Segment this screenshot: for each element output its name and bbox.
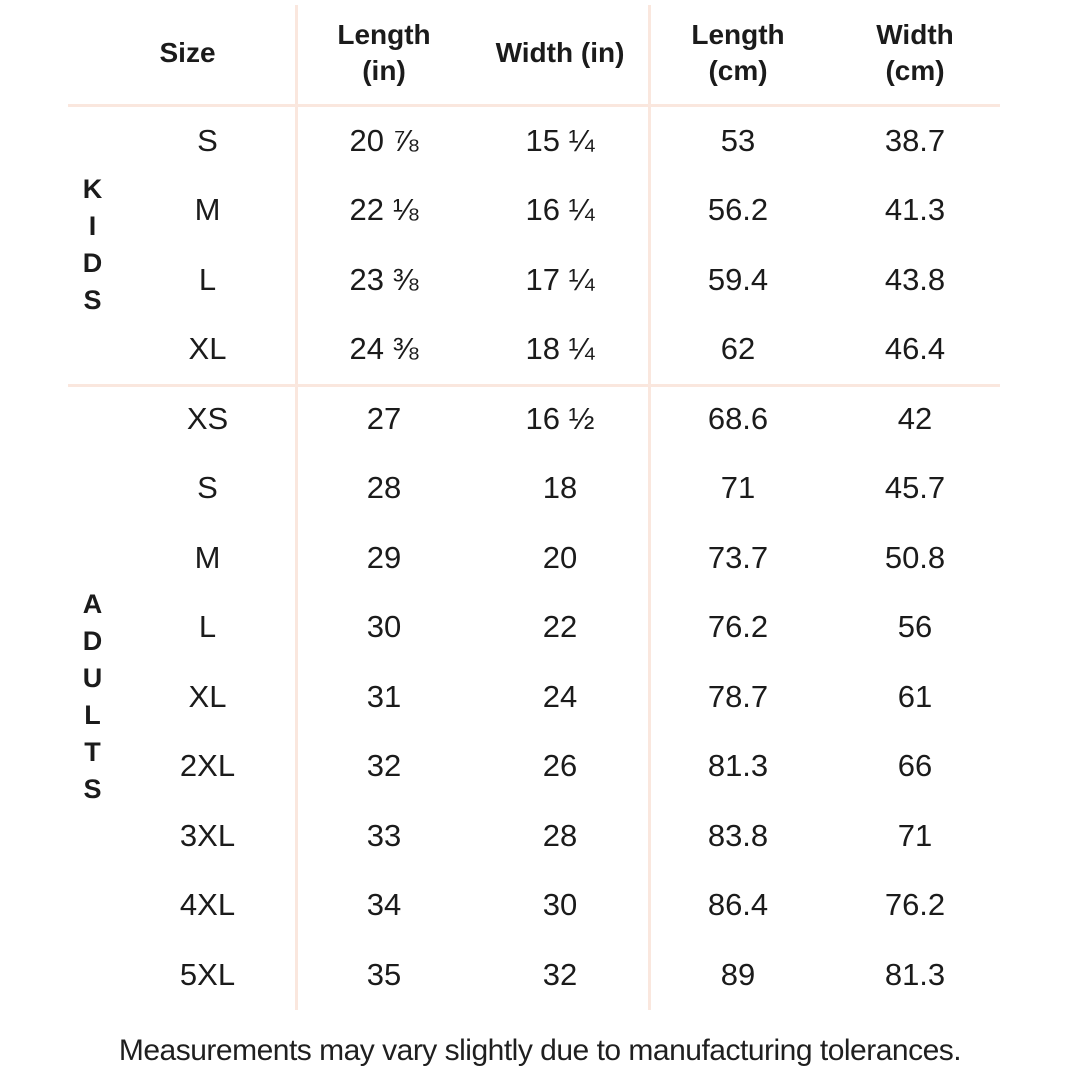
width-cm-cell: 43.8 [884, 261, 946, 297]
length-cm-cell: 53 [720, 122, 756, 158]
width-cm-cell: 42 [897, 400, 933, 436]
length-in-cell: 34 [366, 887, 402, 923]
group-letter: S [83, 285, 102, 315]
group-letter: S [83, 773, 102, 804]
group-letter: T [84, 736, 101, 767]
header-group-spacer [60, 0, 125, 106]
header-width-in: Width (in) [478, 0, 642, 106]
width-cm-cell: 66 [897, 748, 933, 784]
length-in-cell: 35 [366, 956, 402, 992]
column-divider-left [295, 5, 298, 1010]
header-length-cm: Length (cm) [642, 0, 834, 106]
length-cm-cell: 76.2 [707, 609, 769, 645]
width-in-cell: 18 ¼ [525, 331, 595, 367]
length-in-cell: 22 ⅛ [349, 192, 419, 228]
length-cm-cell: 62 [720, 331, 756, 367]
group-letter: D [82, 248, 103, 278]
width-cm-cell: 38.7 [884, 122, 946, 158]
size-cell: M [194, 539, 221, 575]
length-cm-cell: 81.3 [707, 748, 769, 784]
header-width-cm: Width (cm) [834, 0, 996, 106]
length-in-cell: 24 ⅜ [349, 331, 419, 367]
size-table: Size Length (in) Width (in) Length (cm) … [60, 0, 996, 1010]
length-in-cell: 20 ⅞ [349, 122, 419, 158]
group-letter: L [84, 699, 101, 730]
kids-adults-divider [68, 384, 1000, 387]
length-cm-cell: 73.7 [707, 539, 769, 575]
length-in-cell: 27 [366, 400, 402, 436]
group-letter: D [82, 625, 103, 656]
size-cell: 4XL [179, 887, 236, 923]
width-cm-cell: 41.3 [884, 192, 946, 228]
length-in-cell: 33 [366, 817, 402, 853]
size-cell: 5XL [179, 956, 236, 992]
group-letter: I [88, 211, 97, 241]
size-cell: XS [186, 400, 229, 436]
length-cm-cell: 86.4 [707, 887, 769, 923]
group-letter: U [82, 662, 103, 693]
size-cell: 3XL [179, 817, 236, 853]
header-size: Size [125, 0, 290, 106]
width-cm-cell: 45.7 [884, 470, 946, 506]
size-cell: XL [188, 331, 227, 367]
width-cm-cell: 56 [897, 609, 933, 645]
length-cm-cell: 59.4 [707, 261, 769, 297]
width-in-cell: 15 ¼ [525, 122, 595, 158]
header-divider [68, 104, 1000, 107]
size-cell: L [198, 261, 217, 297]
width-cm-cell: 71 [897, 817, 933, 853]
header-length-cm-line1: Length [691, 19, 785, 50]
tolerance-note: Measurements may vary slightly due to ma… [118, 1034, 962, 1067]
size-cell: L [198, 609, 217, 645]
length-cm-cell: 78.7 [707, 678, 769, 714]
header-length-in-line1: Length [337, 19, 431, 50]
width-cm-cell: 50.8 [884, 539, 946, 575]
length-in-cell: 30 [366, 609, 402, 645]
width-in-cell: 26 [542, 748, 578, 784]
size-cell: S [197, 470, 218, 506]
group-label-adults: A D U L T S [60, 384, 125, 1010]
length-in-cell: 29 [366, 539, 402, 575]
width-in-cell: 24 [542, 678, 578, 714]
header-length-in-line2: (in) [362, 55, 406, 86]
header-size-line: Size [159, 37, 216, 68]
width-in-cell: 22 [542, 609, 578, 645]
width-cm-cell: 81.3 [884, 956, 946, 992]
width-in-cell: 16 ¼ [525, 192, 595, 228]
column-divider-right [648, 5, 651, 1010]
width-in-cell: 32 [542, 956, 578, 992]
size-cell: M [194, 192, 221, 228]
group-letter: A [82, 588, 103, 619]
width-in-cell: 20 [542, 539, 578, 575]
size-cell: S [197, 122, 218, 158]
width-in-cell: 16 ½ [525, 400, 595, 436]
length-in-cell: 31 [366, 678, 402, 714]
width-cm-cell: 61 [897, 678, 933, 714]
length-cm-cell: 68.6 [707, 400, 769, 436]
length-cm-cell: 83.8 [707, 817, 769, 853]
header-length-cm-line2: (cm) [708, 55, 768, 86]
width-in-cell: 28 [542, 817, 578, 853]
size-cell: 2XL [179, 748, 236, 784]
length-cm-cell: 71 [720, 470, 756, 506]
header-width-in-line: Width (in) [495, 37, 625, 68]
length-in-cell: 28 [366, 470, 402, 506]
header-width-cm-line1: Width [876, 19, 954, 50]
length-cm-cell: 56.2 [707, 192, 769, 228]
size-cell: XL [188, 678, 227, 714]
width-in-cell: 18 [542, 470, 578, 506]
length-in-cell: 23 ⅜ [349, 261, 419, 297]
group-label-kids: K I D S [60, 106, 125, 384]
width-in-cell: 30 [542, 887, 578, 923]
width-cm-cell: 76.2 [884, 887, 946, 923]
header-width-cm-line2: (cm) [885, 55, 945, 86]
length-in-cell: 32 [366, 748, 402, 784]
group-letter: K [82, 174, 103, 204]
header-length-in: Length (in) [290, 0, 478, 106]
length-cm-cell: 89 [720, 956, 756, 992]
width-cm-cell: 46.4 [884, 331, 946, 367]
width-in-cell: 17 ¼ [525, 261, 595, 297]
